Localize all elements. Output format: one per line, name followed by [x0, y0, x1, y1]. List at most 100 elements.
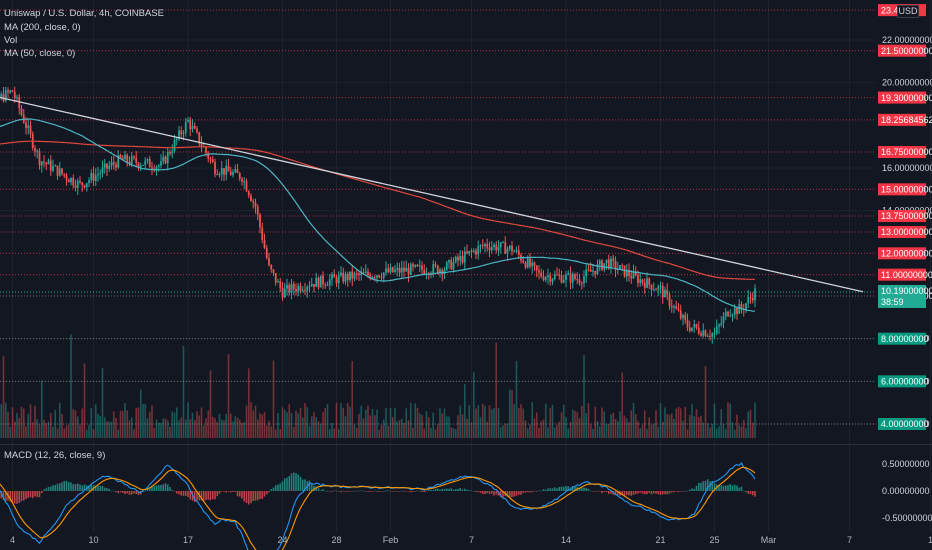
- volume-bar: [146, 418, 149, 438]
- macd-legend[interactable]: MACD (12, 26, close, 9): [4, 450, 106, 461]
- volume-bar: [245, 405, 248, 438]
- candle: [562, 280, 565, 283]
- candle: [621, 265, 624, 267]
- candle: [20, 108, 23, 115]
- candle: [700, 333, 702, 336]
- candle: [133, 156, 135, 158]
- ma200-legend[interactable]: MA (200, close, 0): [4, 22, 81, 33]
- candle: [279, 281, 282, 288]
- volume-bar: [153, 428, 156, 438]
- current-price-badge[interactable]: [878, 284, 926, 308]
- volume-bar: [295, 410, 297, 438]
- macd-histogram-bar: [209, 491, 212, 501]
- volume-bar: [103, 417, 106, 438]
- candle: [596, 264, 599, 274]
- vol-legend[interactable]: Vol: [4, 35, 18, 46]
- volume-bar: [376, 409, 378, 438]
- price-level-label: 19.30000000: [881, 93, 932, 103]
- candle: [652, 289, 655, 291]
- macd-histogram-bar: [369, 491, 372, 492]
- volume-bar: [436, 424, 439, 438]
- macd-histogram-bar: [697, 482, 700, 491]
- volume-bar: [632, 403, 635, 438]
- macd-line: [0, 462, 756, 550]
- macd-histogram-bar: [436, 488, 439, 491]
- candle: [679, 310, 682, 319]
- volume-bar: [360, 405, 363, 438]
- macd-histogram-bar: [88, 485, 90, 491]
- candle: [630, 276, 633, 279]
- candle: [135, 157, 138, 163]
- volume-bar: [238, 419, 241, 438]
- candle: [382, 272, 385, 278]
- macd-histogram-bar: [373, 490, 376, 492]
- volume-bar: [612, 412, 615, 438]
- trend-line[interactable]: [0, 91, 864, 293]
- volume-bar: [695, 409, 698, 438]
- candle: [88, 180, 90, 184]
- candle: [76, 180, 79, 188]
- macd-histogram-bar: [148, 487, 151, 491]
- ma50-legend[interactable]: MA (50, close, 0): [4, 48, 76, 59]
- volume-bar: [67, 424, 70, 438]
- volume-bar: [470, 422, 473, 438]
- macd-histogram-bar: [396, 491, 399, 492]
- macd-histogram-bar: [2, 491, 5, 501]
- macd-histogram-bar: [634, 491, 637, 495]
- volume-bar: [70, 334, 72, 438]
- macd-histogram-bar: [648, 491, 651, 493]
- currency-badge[interactable]: USD: [897, 5, 919, 18]
- macd-histogram-bar: [360, 490, 363, 492]
- volume-bar: [90, 408, 93, 438]
- candle: [310, 284, 313, 287]
- candle: [7, 90, 9, 93]
- volume-bar: [576, 411, 579, 438]
- volume-bar: [418, 413, 421, 438]
- volume-bar: [439, 408, 441, 438]
- symbol-legend[interactable]: Uniswap / U.S. Dollar, 4h, COINBASE: [4, 8, 164, 19]
- macd-histogram-bar: [430, 489, 432, 491]
- candle: [504, 242, 507, 254]
- macd-histogram-bar: [268, 491, 270, 493]
- candle: [119, 155, 122, 158]
- macd-histogram-bar: [749, 491, 752, 495]
- volume-bar: [110, 421, 113, 438]
- volume-bar: [99, 416, 102, 438]
- price-level-label-bg: [878, 210, 926, 222]
- macd-histogram-bar: [299, 476, 302, 491]
- macd-histogram-bar: [225, 491, 228, 493]
- candle: [470, 250, 473, 252]
- candle: [634, 271, 637, 276]
- current-price-label: 10.19000000: [881, 286, 932, 296]
- volume-bar: [328, 429, 331, 438]
- price-axis[interactable]: 22.0000000020.0000000016.0000000014.0000…: [0, 4, 932, 523]
- candle: [472, 250, 475, 252]
- price-level-label: 18.25684562: [881, 115, 932, 125]
- volume-bar: [310, 416, 313, 438]
- candle: [72, 177, 75, 186]
- macd-histogram-bar: [403, 491, 405, 492]
- macd-histogram-bar: [650, 491, 653, 495]
- candle: [684, 315, 687, 320]
- price-level-label: 8.00000000: [881, 334, 929, 344]
- macd-histogram-bar: [227, 491, 230, 492]
- volume-bar: [189, 419, 192, 438]
- time-axis[interactable]: 4 10 17 24 28 Feb 7 14 21 25 Mar 7 1: [10, 535, 932, 545]
- macd-histogram-bar: [441, 488, 444, 491]
- candle: [83, 185, 86, 188]
- volume-bar: [704, 365, 707, 438]
- candle: [36, 150, 39, 152]
- candle: [569, 273, 572, 283]
- macd-histogram-bar: [43, 489, 45, 491]
- macd-histogram-bar: [454, 489, 457, 491]
- volume-bar: [733, 429, 736, 438]
- candle: [49, 160, 52, 171]
- macd-histogram-bar: [405, 491, 408, 492]
- macd-histogram-bar: [135, 491, 138, 495]
- candle: [346, 274, 349, 281]
- candle: [45, 162, 48, 165]
- candle: [218, 174, 221, 176]
- volume-bar: [25, 426, 27, 438]
- volume-bar: [711, 424, 714, 438]
